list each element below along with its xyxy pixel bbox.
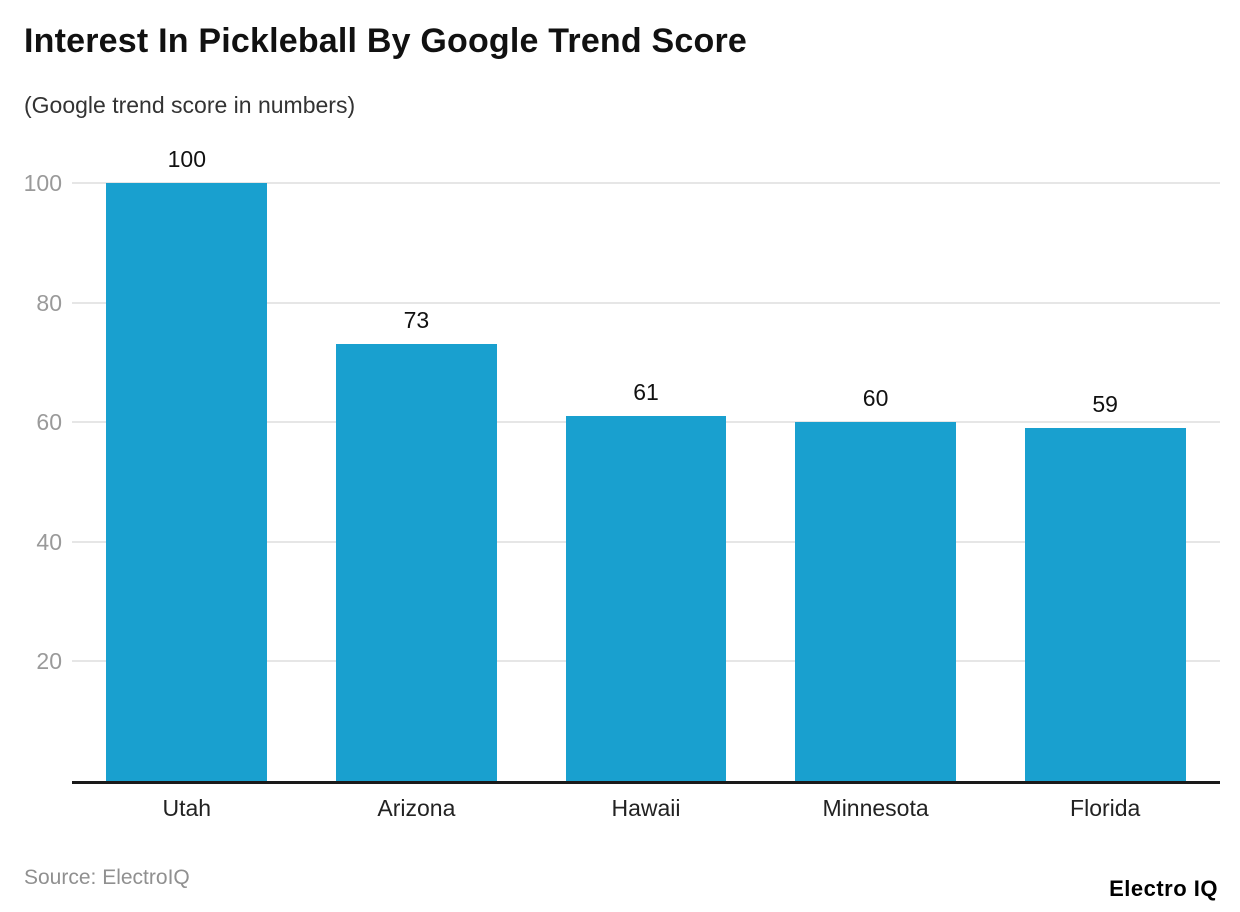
y-tick-label: 20: [36, 648, 62, 675]
y-tick-label: 40: [36, 528, 62, 555]
value-label: 73: [403, 307, 430, 334]
bar-arizona: [336, 344, 497, 781]
y-axis: 20 40 60 80 100: [0, 172, 62, 781]
bar-utah: [106, 183, 268, 781]
chart-title: Interest In Pickleball By Google Trend S…: [24, 22, 748, 60]
bar-florida: [1024, 428, 1186, 781]
x-axis: Utah Arizona Hawaii Minnesota Florida: [72, 795, 1220, 825]
x-tick-label: Florida: [1070, 795, 1141, 821]
gridline: [72, 182, 1220, 184]
source-note: Source: ElectroIQ: [24, 866, 190, 889]
plot-area: 100 73 61 60 59: [72, 148, 1220, 781]
x-tick-label: Utah: [162, 795, 212, 821]
x-tick-label: Minnesota: [822, 795, 929, 821]
value-label: 100: [167, 146, 206, 172]
bar-minnesota: [795, 422, 956, 781]
x-tick-label: Hawaii: [611, 795, 681, 821]
bar-hawaii: [565, 416, 727, 781]
y-tick-label: 100: [23, 170, 62, 196]
value-label: 60: [862, 385, 889, 412]
gridline: [72, 301, 1220, 304]
chart-subtitle: (Google trend score in numbers): [24, 92, 356, 118]
y-tick-label: 60: [36, 409, 62, 436]
y-tick-label: 80: [36, 289, 62, 316]
value-label: 61: [633, 379, 659, 406]
value-label: 59: [1092, 391, 1118, 418]
brand-logo: Electro IQ: [1109, 876, 1218, 901]
x-tick-label: Arizona: [377, 795, 456, 821]
x-axis-line: [72, 781, 1220, 784]
